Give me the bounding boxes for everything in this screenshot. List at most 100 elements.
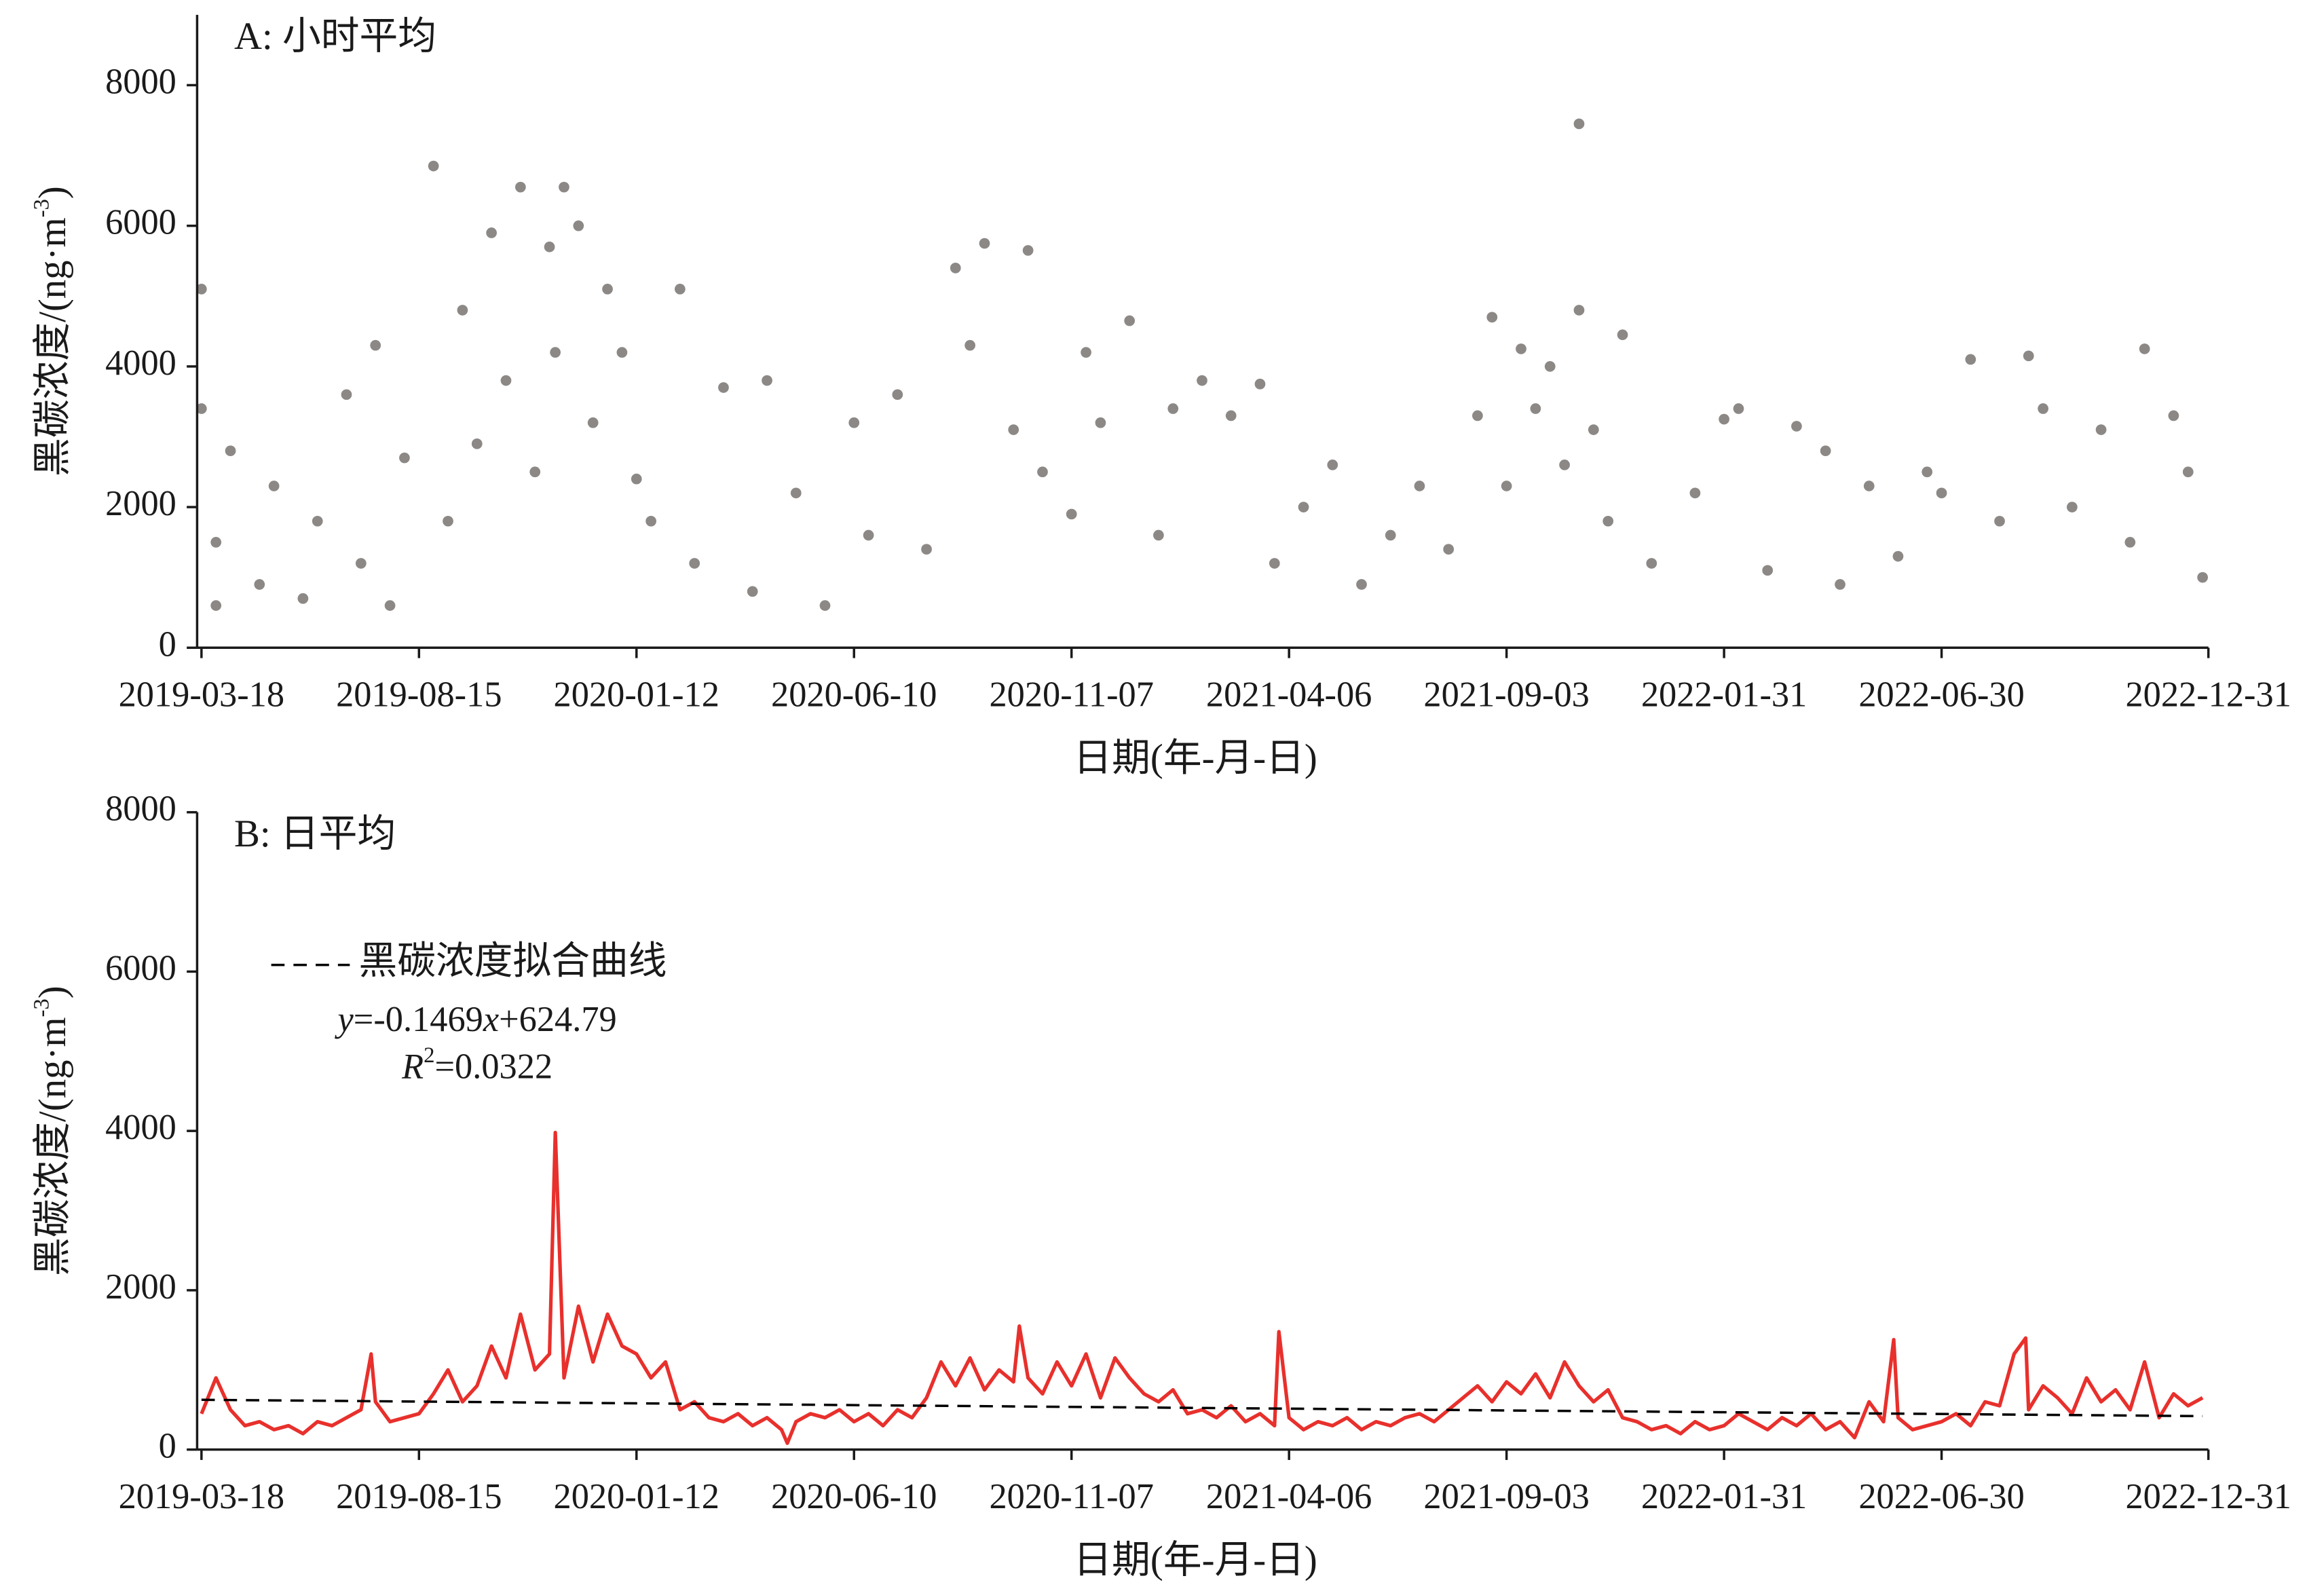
scatter-point <box>486 227 497 238</box>
scatter-point <box>254 579 265 590</box>
scatter-point <box>1791 421 1802 432</box>
scatter-point <box>550 347 561 358</box>
y-tick-label: 6000 <box>105 203 176 242</box>
y-tick-label: 4000 <box>105 343 176 383</box>
scatter-point <box>1733 403 1744 414</box>
scatter-point <box>602 284 613 295</box>
scatter-point <box>747 586 758 597</box>
y-label-part: -3 <box>29 199 54 217</box>
scatter-point <box>1066 508 1077 520</box>
scatter-point <box>631 473 642 485</box>
scatter-point <box>1892 550 1904 562</box>
scatter-point <box>225 445 236 457</box>
scatter-point <box>500 375 512 386</box>
scatter-point <box>1081 347 1091 358</box>
scatter-point <box>355 558 367 569</box>
scatter-point <box>1573 118 1585 130</box>
scatter-point <box>514 181 526 193</box>
x-tick-label: 2020-06-10 <box>771 675 937 715</box>
scatter-point <box>297 593 309 604</box>
y-tick-label: 6000 <box>105 948 176 988</box>
x-tick-label: 2021-09-03 <box>1423 675 1589 715</box>
scatter-point <box>2168 410 2179 422</box>
legend-label: 黑碳浓度拟合曲线 <box>358 940 667 983</box>
y-label-part: 黑碳浓度/(ng·m <box>31 1017 74 1276</box>
x-tick-label: 2020-06-10 <box>771 1477 937 1516</box>
r2-part: R <box>401 1047 424 1087</box>
scatter-point <box>2124 537 2136 548</box>
y-tick-label: 2000 <box>105 484 176 523</box>
scatter-point <box>2038 403 2048 414</box>
equation: y=-0.1469x+624.79 <box>335 1000 617 1039</box>
scatter-point <box>1414 481 1425 491</box>
scatter-point <box>1124 315 1136 326</box>
scatter-point <box>1530 403 1541 414</box>
y-label-part: 黑碳浓度/(ng·m <box>31 217 74 476</box>
r2-part: 2 <box>424 1043 434 1067</box>
scatter-point <box>1617 329 1628 341</box>
scatter-point <box>645 515 656 527</box>
scatter-point <box>689 558 700 569</box>
scatter-point <box>1472 410 1483 422</box>
scatter-point <box>979 238 990 249</box>
scatter-point <box>1936 487 1947 499</box>
panel-title: B: 日平均 <box>234 812 396 855</box>
scatter-point <box>1356 579 1367 590</box>
x-axis-label: 日期(年-月-日) <box>1073 1539 1317 1581</box>
panel-title: A: 小时平均 <box>234 15 436 58</box>
scatter-point <box>1573 305 1585 316</box>
x-axis-label: 日期(年-月-日) <box>1073 736 1317 779</box>
scatter-point <box>1863 481 1875 491</box>
scatter-point <box>195 403 207 414</box>
scatter-point <box>341 389 352 400</box>
scatter-point <box>1922 466 1933 478</box>
y-tick-label: 2000 <box>105 1267 176 1307</box>
scatter-point <box>863 529 874 541</box>
equation-part: x <box>483 1000 499 1039</box>
x-tick-label: 2022-12-31 <box>2125 675 2291 715</box>
x-tick-label: 2022-12-31 <box>2125 1477 2291 1516</box>
scatter-point <box>2066 502 2078 512</box>
scatter-point <box>457 305 468 316</box>
scatter-point <box>675 284 686 295</box>
r-squared: R2=0.0322 <box>401 1043 552 1086</box>
x-tick-label: 2020-01-12 <box>554 1477 719 1516</box>
x-tick-label: 2021-04-06 <box>1206 1477 1372 1516</box>
scatter-point <box>587 417 599 428</box>
scatter-point <box>1167 403 1179 414</box>
scatter-point <box>573 220 584 231</box>
scatter-point <box>559 181 569 193</box>
scatter-point <box>544 241 555 252</box>
x-tick-label: 2022-06-30 <box>1858 1477 2024 1516</box>
scatter-point <box>195 284 207 295</box>
x-tick-label: 2022-06-30 <box>1858 675 2024 715</box>
scatter-point <box>762 375 772 386</box>
scatter-point <box>1544 361 1556 372</box>
scatter-point <box>210 537 222 548</box>
scatter-point <box>1269 558 1280 569</box>
scatter-point <box>921 544 932 555</box>
data-line <box>200 1130 2204 1445</box>
equation-part: +624.79 <box>499 1000 617 1039</box>
scatter-point <box>1820 445 1831 457</box>
x-tick-label: 2022-01-31 <box>1641 1477 1807 1516</box>
scatter-point <box>1486 312 1498 323</box>
scatter-point <box>1022 245 1034 256</box>
scatter-point <box>1994 515 2005 527</box>
scatter-point <box>1225 410 1237 422</box>
scatter-point <box>1008 424 1019 435</box>
scatter-point <box>1197 375 1207 386</box>
scatter-point <box>2182 466 2194 478</box>
x-tick-label: 2020-11-07 <box>989 675 1154 715</box>
scatter-point <box>848 417 860 428</box>
scatter-point <box>2197 572 2208 583</box>
scatter-point <box>370 339 381 351</box>
x-tick-label: 2022-01-31 <box>1641 675 1807 715</box>
y-label-part: ) <box>31 986 74 998</box>
scatter-point <box>312 515 323 527</box>
scatter-point <box>819 600 831 611</box>
scatter-point <box>718 382 729 393</box>
scatter-point <box>210 600 222 611</box>
